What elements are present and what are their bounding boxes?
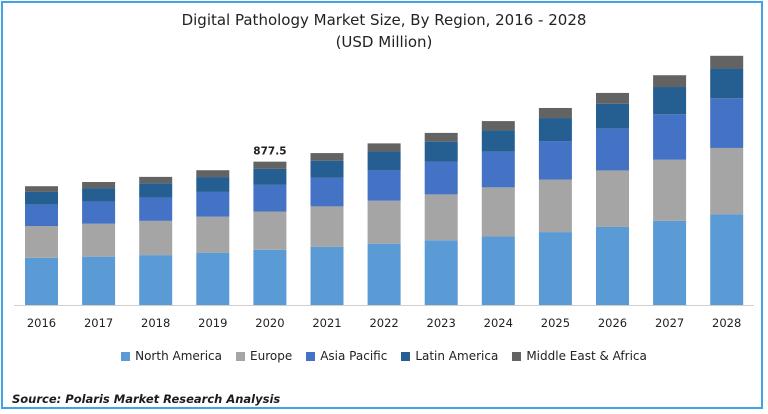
bar-segment-2025-asia-pacific [538, 141, 572, 180]
legend-item-europe: Europe [236, 349, 292, 363]
legend-swatch [401, 351, 411, 361]
x-tick-label: 2019 [198, 316, 227, 330]
bar-segment-2019-latin-america [196, 177, 230, 192]
x-tick-label: 2017 [84, 316, 113, 330]
bar-segment-2016-asia-pacific [25, 204, 58, 226]
bar-segment-2028-latin-america [710, 68, 744, 99]
x-tick-label: 2022 [369, 316, 398, 330]
bar-segment-2027-middle-east-africa [653, 75, 687, 88]
legend-item-asia-pacific: Asia Pacific [306, 349, 387, 363]
bar-segment-2020-middle-east-africa [253, 161, 287, 169]
bar-segment-2024-asia-pacific [481, 151, 515, 188]
bar-segment-2024-north-america [481, 236, 515, 305]
bar-segment-2021-north-america [310, 246, 344, 305]
bar-segment-2023-latin-america [424, 141, 458, 162]
legend-item-north-america: North America [121, 349, 222, 363]
bar-segment-2016-north-america [25, 257, 58, 305]
bar-segment-2024-middle-east-africa [481, 121, 515, 131]
bar-segment-2028-asia-pacific [710, 98, 744, 148]
bar-segment-2020-asia-pacific [253, 184, 287, 212]
x-tick-label: 2020 [255, 316, 284, 330]
data-label-2020: 877.5 [253, 146, 286, 158]
legend-label: Middle East & Africa [526, 349, 647, 363]
bar-segment-2025-latin-america [538, 118, 572, 142]
chart-title: Digital Pathology Market Size, By Region… [181, 11, 587, 29]
bar-segment-2026-latin-america [596, 103, 629, 129]
bar-segment-2021-asia-pacific [310, 177, 344, 207]
x-tick-label: 2028 [712, 316, 741, 330]
x-tick-label: 2018 [141, 316, 170, 330]
bar-segment-2022-latin-america [367, 151, 401, 171]
bar-segment-2017-asia-pacific [82, 201, 116, 224]
bar-segment-2016-middle-east-africa [25, 186, 58, 192]
bar-segment-2018-middle-east-africa [139, 176, 173, 184]
legend-swatch [121, 351, 131, 361]
bar-segment-2018-asia-pacific [139, 197, 173, 221]
bar-segment-2025-europe [538, 179, 572, 233]
bar-segment-2027-europe [653, 159, 687, 221]
bar-segment-2023-asia-pacific [424, 161, 458, 195]
bar-segment-2022-north-america [367, 243, 401, 305]
bar-segment-2016-europe [25, 225, 58, 258]
bar-segment-2023-middle-east-africa [424, 132, 458, 142]
bar-segment-2021-europe [310, 206, 344, 247]
bar-segment-2021-middle-east-africa [310, 153, 344, 161]
legend-label: North America [135, 349, 222, 363]
x-tick-label: 2016 [27, 316, 56, 330]
bar-segment-2026-middle-east-africa [596, 92, 629, 104]
legend-swatch [236, 351, 245, 361]
legend-label: Asia Pacific [320, 349, 388, 363]
bar-segment-2020-europe [253, 211, 287, 250]
bar-segment-2023-europe [424, 194, 458, 241]
bar-segment-2028-middle-east-africa [710, 55, 744, 69]
chart-subtitle: (USD Million) [335, 33, 433, 51]
bar-segment-2027-latin-america [653, 87, 687, 115]
bar-segment-2018-latin-america [139, 183, 173, 198]
x-tick-label: 2023 [427, 316, 456, 330]
bar-segment-2019-middle-east-africa [196, 170, 230, 178]
x-tick-label: 2025 [541, 316, 570, 330]
bar-segment-2022-middle-east-africa [367, 143, 401, 152]
bar-segment-2027-north-america [653, 220, 687, 305]
bar-segment-2028-north-america [710, 214, 744, 305]
bar-segment-2017-north-america [82, 256, 116, 305]
bar-segment-2025-north-america [538, 232, 572, 305]
bar-segment-2018-europe [139, 220, 173, 256]
bar-segment-2021-latin-america [310, 160, 344, 178]
legend-item-middle-east-africa: Middle East & Africa [512, 349, 647, 363]
bar-segment-2020-latin-america [253, 168, 287, 185]
legend-label: Europe [250, 349, 293, 363]
bar-segment-2019-north-america [196, 252, 230, 305]
bar-segment-2022-europe [367, 200, 401, 244]
bar-segment-2017-latin-america [82, 188, 116, 202]
legend-swatch [306, 351, 316, 361]
bar-segment-2022-asia-pacific [367, 170, 401, 201]
bar-segment-2020-north-america [253, 249, 287, 305]
x-tick-label: 2026 [598, 316, 627, 330]
bar-segment-2024-latin-america [481, 130, 515, 152]
bar-segment-2028-europe [710, 147, 744, 215]
bar-segment-2027-asia-pacific [653, 114, 687, 160]
bar-segment-2024-europe [481, 187, 515, 237]
bar-segment-2017-europe [82, 223, 116, 257]
bar-segment-2016-latin-america [25, 191, 58, 205]
legend-item-latin-america: Latin America [401, 349, 498, 363]
x-tick-label: 2021 [312, 316, 341, 330]
chart-legend: North America Europe Asia Pacific Latin … [0, 349, 768, 363]
bar-segment-2019-asia-pacific [196, 191, 230, 217]
source-note: Source: Polaris Market Research Analysis [12, 392, 281, 406]
bar-segment-2026-north-america [596, 226, 629, 305]
legend-label: Latin America [415, 349, 499, 363]
bar-segment-2026-asia-pacific [596, 128, 629, 171]
bar-segment-2018-north-america [139, 255, 173, 305]
bar-segment-2023-north-america [424, 240, 458, 305]
bar-segment-2017-middle-east-africa [82, 182, 116, 189]
bar-segment-2019-europe [196, 216, 230, 253]
x-tick-label: 2024 [484, 316, 513, 330]
legend-swatch [512, 351, 522, 361]
x-tick-label: 2027 [655, 316, 684, 330]
bar-segment-2025-middle-east-africa [538, 107, 572, 119]
bar-segment-2026-europe [596, 170, 629, 227]
